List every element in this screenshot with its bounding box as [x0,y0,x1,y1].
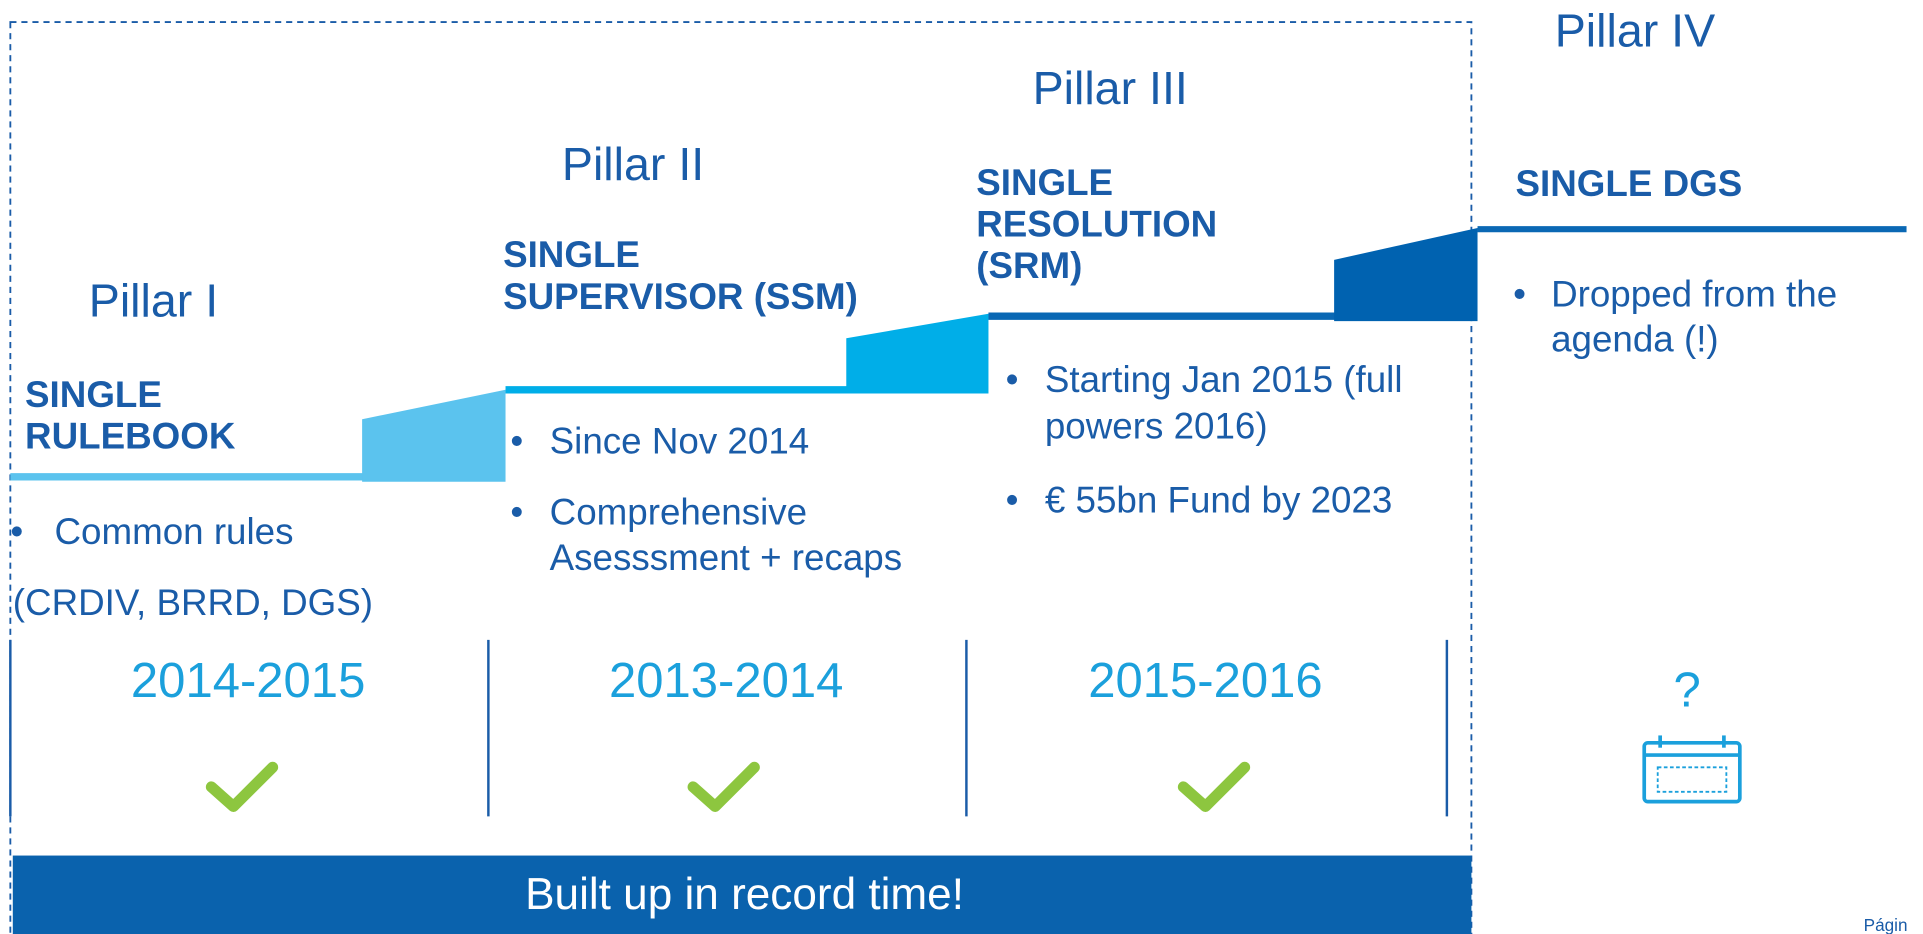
bullet-text: € 55bn Fund by 2023 [1045,479,1393,520]
period: 2013-2014 [609,654,843,708]
check [205,761,279,813]
bullet-text: Asesssment + recaps [550,537,903,578]
bullet-dot: • [1006,359,1019,400]
bullet-text: Common rules [54,511,293,552]
pillar-title: RULEBOOK [25,416,236,457]
bullet-text: (CRDIV, BRRD, DGS) [13,582,373,623]
separators [9,639,1449,817]
pillar-label: Pillar III [1033,62,1188,114]
bullet-dot: • [1513,273,1526,314]
bullet-text: Since Nov 2014 [550,420,810,461]
bullet-text: Comprehensive [550,492,808,533]
bullet-dot: • [510,492,523,533]
footer-bar [12,855,1472,934]
pillar-label: Pillar II [562,138,704,190]
bullet-dot: • [510,420,523,461]
dashed-frame [9,21,1473,934]
pillar-label: Pillar IV [1555,5,1715,57]
pillar-title: SINGLE [25,374,162,415]
bullet-text: Dropped from the [1551,273,1837,314]
footer-text: Built up in record time! [525,870,964,919]
checks [205,761,1251,813]
step-riser [846,313,989,394]
bullet-dot: • [10,511,23,552]
check [1177,761,1251,813]
bullet-text: Starting Jan 2015 (full [1045,359,1403,400]
pillar-label: Pillar I [89,274,218,326]
period: 2015-2016 [1088,654,1322,708]
pillar-title: SUPERVISOR (SSM) [503,276,858,317]
pillar-title: SINGLE DGS [1516,163,1743,204]
bullet-text: agenda (!) [1551,319,1719,360]
check [687,761,760,813]
calendar-icon [1642,735,1742,804]
step-riser [1334,227,1478,322]
bullet-text: powers 2016) [1045,406,1268,447]
pillar-title: (SRM) [976,245,1082,286]
pillar-title: RESOLUTION [976,203,1217,244]
period: 2014-2015 [131,654,365,708]
page-number: Págin [1864,915,1908,934]
pillar-title: SINGLE [976,162,1113,203]
period: ? [1673,664,1700,718]
bullet-dot: • [1006,479,1019,520]
pillar-title: SINGLE [503,234,640,275]
step-riser [362,389,506,482]
